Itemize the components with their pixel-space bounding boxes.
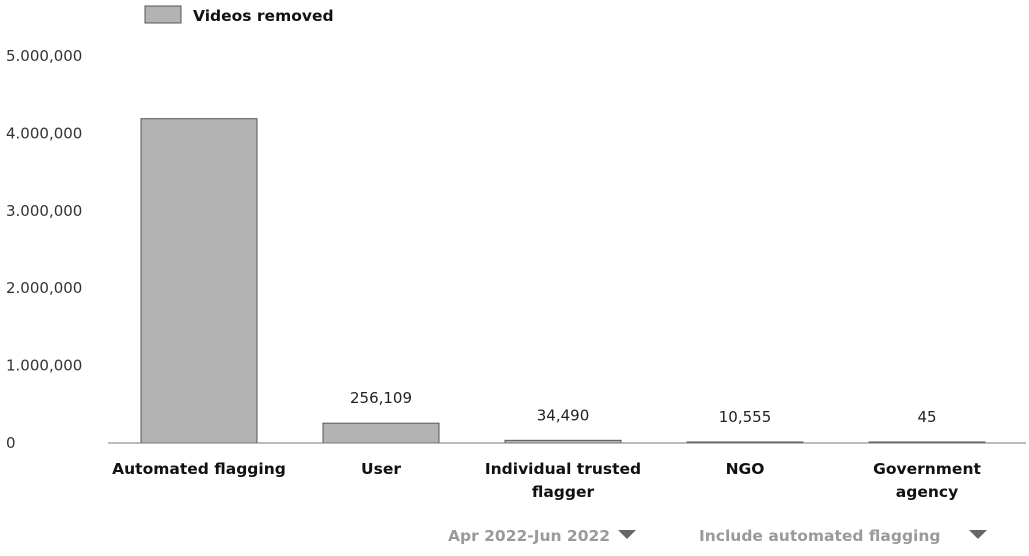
category-label-line: Government bbox=[873, 460, 981, 478]
bar bbox=[140, 118, 258, 444]
category-label-line: agency bbox=[896, 483, 958, 501]
category-label-line: NGO bbox=[726, 460, 765, 478]
category-label-line: flagger bbox=[532, 483, 595, 501]
y-tick-label: 3.000,000 bbox=[6, 202, 82, 220]
data-label: 256,109 bbox=[350, 389, 412, 407]
data-label: 10,555 bbox=[719, 408, 772, 426]
category-label-line: Individual trusted bbox=[485, 460, 641, 478]
y-tick-label: 1.000,000 bbox=[6, 357, 82, 375]
chevron-down-icon bbox=[968, 530, 987, 539]
legend-swatch bbox=[144, 5, 182, 24]
flagging-dropdown-label: Include automated flagging bbox=[699, 527, 941, 545]
y-tick-label: 5.000,000 bbox=[6, 47, 82, 65]
category-label-line: Automated flagging bbox=[112, 460, 286, 478]
chevron-down-icon bbox=[618, 530, 637, 539]
flagging-dropdown[interactable]: Include automated flagging bbox=[699, 527, 987, 545]
bars bbox=[140, 118, 986, 444]
category-label-line: User bbox=[361, 460, 401, 478]
data-label: 45 bbox=[917, 408, 936, 426]
y-axis-ticks: 0 1.000,000 2.000,000 3.000,000 4.000,000 5.0… bbox=[6, 47, 82, 452]
category-label: NGO bbox=[726, 460, 765, 478]
data-labels: 256,109 34,490 10,555 45 bbox=[350, 389, 937, 426]
category-label: Individual trusted flagger bbox=[485, 460, 641, 501]
category-labels: Automated flagging User Individual trusted… bbox=[112, 460, 981, 501]
period-dropdown[interactable]: Apr 2022-Jun 2022 bbox=[448, 527, 637, 545]
legend: Videos removed bbox=[144, 5, 334, 25]
category-label: Automated flagging bbox=[112, 460, 286, 478]
y-tick-label: 4.000,000 bbox=[6, 124, 82, 142]
legend-label: Videos removed bbox=[193, 7, 334, 25]
y-tick-label: 2.000,000 bbox=[6, 279, 82, 297]
category-label: Government agency bbox=[873, 460, 981, 501]
bar bbox=[322, 422, 440, 444]
y-tick-label: 0 bbox=[6, 434, 16, 452]
period-dropdown-label: Apr 2022-Jun 2022 bbox=[448, 527, 611, 545]
category-label: User bbox=[361, 460, 401, 478]
data-label: 34,490 bbox=[537, 406, 590, 424]
